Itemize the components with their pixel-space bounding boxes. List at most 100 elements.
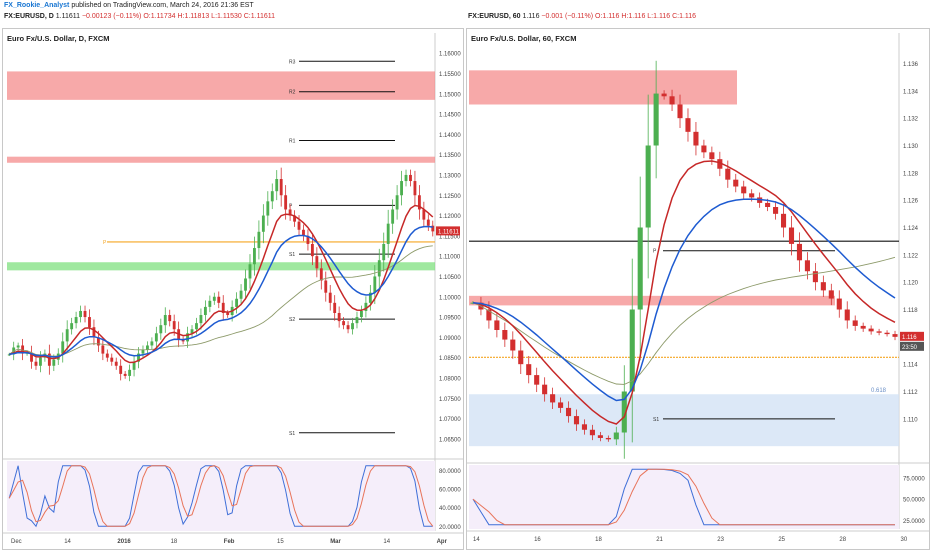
candle-body [310,243,314,257]
candle-body [621,391,627,433]
price-zone-resistance [7,156,435,163]
candle-body [217,296,221,303]
candle-body [172,321,176,330]
candle-body [70,323,74,330]
ema-slow-line [9,225,433,358]
candle-body [788,227,795,244]
price-zone-resistance [469,70,737,105]
x-tick-label: 14 [473,537,480,543]
y-tick-label: 1.110 [903,417,918,423]
candle-body [796,243,803,261]
last-price-label: 1.116 [902,335,917,341]
price-zone-support [7,262,435,271]
candle-body [195,323,198,330]
candle-body [637,227,643,310]
candle-body [884,332,890,335]
candle-body [253,248,256,265]
candle-body [141,349,145,354]
y-tick-label: 1.15000 [439,92,461,98]
candle-body [565,407,572,417]
candle-body [132,361,136,370]
candle-body [315,256,319,269]
ema-fast-line [472,160,896,425]
candle-body [413,181,417,196]
candle-body [324,280,328,293]
last-price-label: 1.11611 [438,229,459,235]
author-link[interactable]: FX_Rookie_Analyst [4,2,70,9]
candle-body [257,231,261,249]
candle-body [83,310,87,318]
candle-body [79,310,82,318]
last-price-tag [900,331,924,341]
candle-body [342,321,346,326]
x-tick-label: 21 [656,537,663,543]
candle-body [377,260,381,277]
candle-body [52,359,56,366]
candle-body [417,195,421,210]
x-tick-label: 16 [534,537,541,543]
y-tick-label: 1.07000 [439,417,461,423]
candle-body [244,278,247,291]
x-tick-label: 14 [383,539,390,545]
daily-chart-svg[interactable]: Euro Fx/U.S. Dollar, D, FXCM 1.16000 1.155… [3,29,475,549]
y-tick-label: 1.114 [903,363,918,369]
candle-body [346,325,350,330]
hourly-chart-panel[interactable]: Euro Fx/U.S. Dollar, 60, FXCM 1.136 1.134 1… [466,28,932,550]
candle-body [333,302,337,313]
stoch-d-line [472,468,895,526]
publish-info: published on TradingView.com, March 24, … [71,2,254,9]
hourly-chart-svg[interactable]: Euro Fx/U.S. Dollar, 60, FXCM 1.136 1.134 1… [467,29,932,549]
y-tick-label: 1.08500 [439,356,461,362]
right-last: 1.116 [522,13,540,20]
y-tick-label: 1.15500 [439,72,461,78]
candle-body [391,209,395,224]
candle-body [266,201,270,216]
candle-body [34,361,38,366]
level-label: P [653,249,657,255]
price-zone-resistance [7,71,435,100]
candle-body [653,93,659,146]
candle-body [828,290,834,299]
candle-body [573,416,580,425]
y-tick-label: 1.12500 [439,194,461,200]
candle-body [226,312,230,316]
candle-body [812,271,818,283]
candle-body [645,145,651,228]
daily-chart-panel[interactable]: Euro Fx/U.S. Dollar, D, FXCM 1.16000 1.155… [2,28,475,550]
y-tick-label: 1.10000 [439,295,461,301]
chart-title: Euro Fx/U.S. Dollar, D, FXCM [7,34,110,43]
candle-body [395,195,399,210]
candle-body [270,191,274,202]
chart-title: Euro Fx/U.S. Dollar, 60, FXCM [471,34,576,43]
candle-body [355,317,359,324]
y-tick-label: 1.13000 [439,173,461,179]
candle-body [65,329,69,342]
level-label: R2 [289,90,296,96]
candle-body [717,159,723,169]
candle-body [725,168,731,180]
y-tick-label: 1.08000 [439,376,461,382]
stoch-tick-label: 50.0000 [903,498,925,504]
candle-body [502,330,508,340]
y-tick-label: 1.11000 [439,255,461,261]
candle-body [386,223,390,244]
x-tick-label: Feb [224,539,235,545]
candle-body [92,327,96,338]
y-tick-label: 1.126 [903,199,919,205]
candle-body [693,131,699,146]
candle-body [820,282,826,291]
candle-body [526,364,532,376]
level-label: S1 [653,417,659,423]
stoch-tick-label: 80.0000 [439,469,461,475]
candle-body [302,229,305,236]
candle-body [96,337,100,346]
candle-body [235,298,239,307]
y-tick-label: 1.09500 [439,316,461,322]
candle-body [288,209,292,216]
candle-body [16,345,20,348]
candle-body [661,93,667,97]
candle-body [741,186,747,194]
stoch-d-line [8,465,434,527]
candle-body [550,394,556,403]
candle-body [589,429,595,436]
